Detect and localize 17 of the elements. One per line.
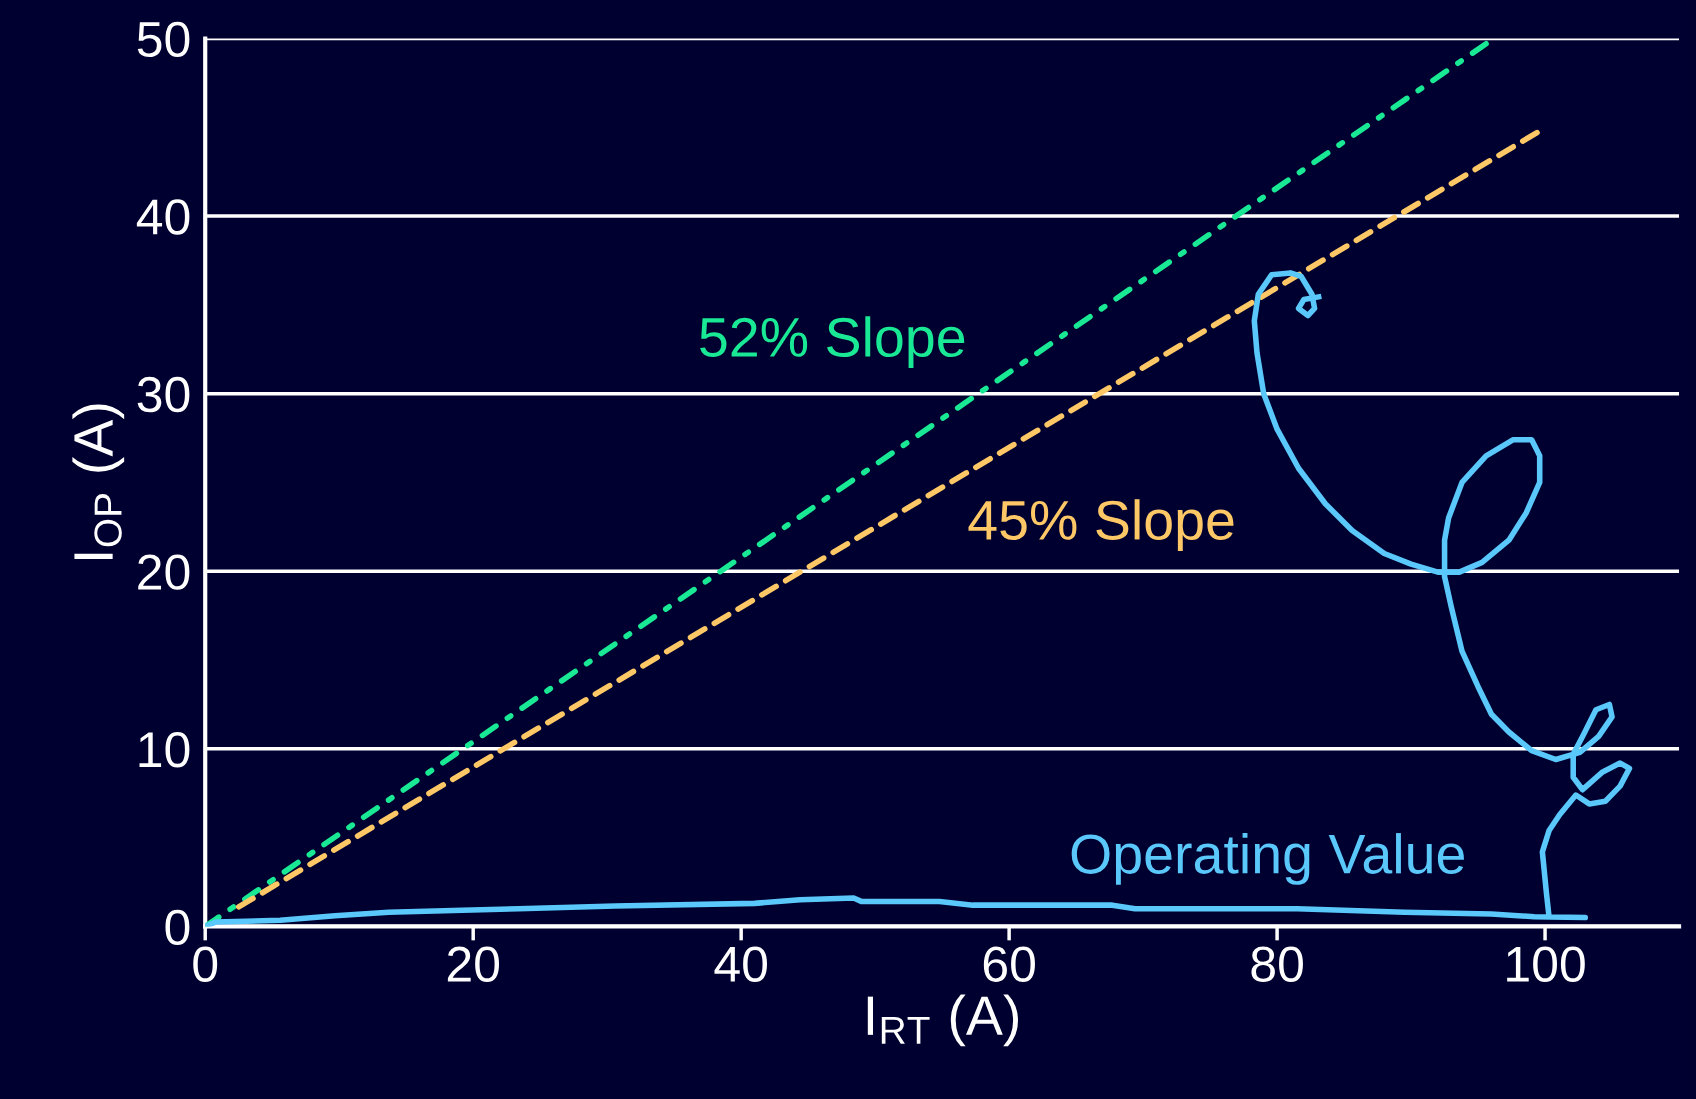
series-label: Operating Value <box>1071 833 1464 885</box>
series-label: 45% Slope <box>968 499 1234 551</box>
x-tick-label: 0 <box>193 946 218 982</box>
x-axis-title: I$_{RT}$ (A) <box>867 994 1018 1047</box>
y-tick-label: 10 <box>139 732 190 768</box>
x-tick-label: 40 <box>714 946 768 982</box>
x-tick-label: 100 <box>1507 946 1585 982</box>
x-tick-label: 80 <box>1251 946 1303 982</box>
y-tick-label: 50 <box>137 21 190 58</box>
y-tick-label: 20 <box>138 554 190 590</box>
series-label: 52% Slope <box>700 316 965 369</box>
y-tick-label: 40 <box>136 199 190 235</box>
y-axis-title: I$_{OP}$ (A) <box>72 404 125 559</box>
y-tick-label: 0 <box>165 909 190 946</box>
x-tick-label: 60 <box>983 946 1035 982</box>
x-tick-label: 20 <box>447 946 500 982</box>
y-tick-label: 30 <box>137 376 190 413</box>
